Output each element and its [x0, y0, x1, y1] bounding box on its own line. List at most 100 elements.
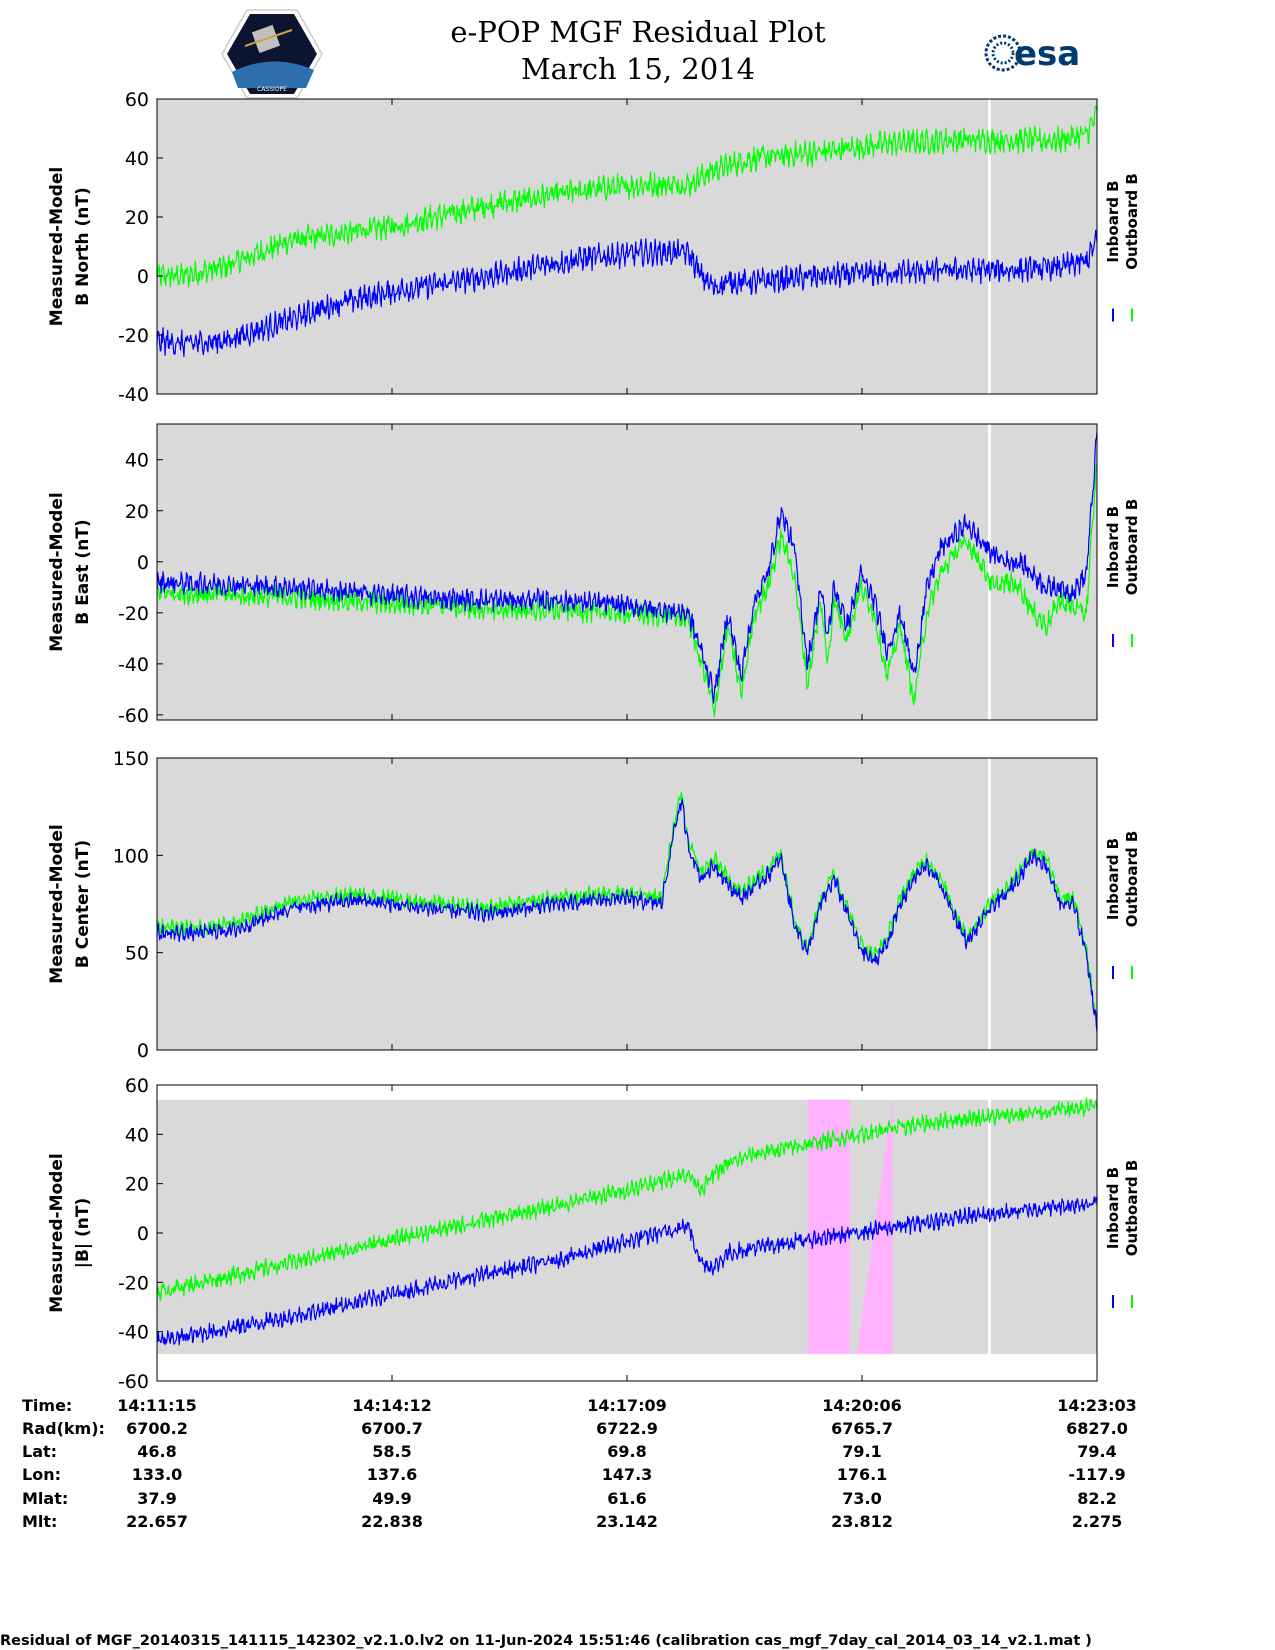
y-axis-label-line1: Measured-Model	[47, 167, 67, 326]
ephemeris-row-label: Rad(km):	[22, 1419, 105, 1438]
y-tick-label: 0	[137, 1223, 149, 1245]
y-tick-label: 60	[125, 1075, 149, 1097]
y-tick-label: 50	[125, 943, 149, 965]
ephemeris-value: 147.3	[602, 1465, 653, 1484]
ephemeris-value: 79.1	[842, 1442, 881, 1461]
y-axis-label-line2: B Center (nT)	[73, 840, 93, 968]
y-tick-label: -40	[118, 654, 149, 676]
series-line-outboard	[156, 105, 1098, 288]
ephemeris-table: Time: Rad(km): Lat: Lon: Mlat: Mlt: 14:11:15 67…	[22, 1396, 1137, 1531]
ephemeris-value: 46.8	[137, 1442, 176, 1461]
legend-inboard-label: Inboard B	[1104, 1167, 1122, 1249]
panel-background	[157, 424, 1097, 720]
x-tick-label: 14:11:15	[117, 1396, 197, 1415]
legend: Inboard B Outboard B	[1104, 831, 1141, 979]
panel-background	[157, 758, 1097, 1050]
chart-title-line1: e-POP MGF Residual Plot	[450, 15, 826, 49]
ephemeris-row-label: Lat:	[22, 1442, 57, 1461]
x-tick-label: 14:17:09	[587, 1396, 667, 1415]
ephemeris-value: 22.657	[126, 1512, 188, 1531]
ephemeris-value: 49.9	[372, 1489, 411, 1508]
chart-title-line2: March 15, 2014	[521, 52, 755, 86]
panel-east: 40 20 0 -20 -40 -60 Measured-Model B East (nT) I…	[47, 423, 1141, 727]
ephemeris-value: 58.5	[372, 1442, 411, 1461]
series-line-inboard	[156, 229, 1098, 358]
ephemeris-value: 6827.0	[1066, 1419, 1128, 1438]
y-tick-label: 40	[125, 1124, 149, 1146]
y-axis-label-line2: B North (nT)	[73, 187, 93, 306]
ephemeris-value: 6765.7	[831, 1419, 893, 1438]
ephemeris-value: 137.6	[367, 1465, 418, 1484]
ephemeris-value: 82.2	[1077, 1489, 1116, 1508]
legend-outboard-label: Outboard B	[1123, 1160, 1141, 1257]
y-axis-label-line1: Measured-Model	[47, 824, 67, 983]
series-line-inboard	[156, 432, 1098, 704]
y-tick-label: 40	[125, 450, 149, 472]
panel-total: 60 40 20 0 -20 -40 -60 Measured-Model |B| (nT) In…	[47, 1075, 1141, 1393]
y-tick-label: -20	[118, 325, 149, 347]
y-tick-label: -20	[118, 1272, 149, 1294]
legend-outboard-label: Outboard B	[1123, 831, 1141, 928]
ephemeris-value: 79.4	[1077, 1442, 1116, 1461]
ephemeris-value: 23.812	[831, 1512, 893, 1531]
x-tick-label: 14:14:12	[352, 1396, 432, 1415]
ephemeris-value: -117.9	[1068, 1465, 1125, 1484]
y-tick-label: 20	[125, 207, 149, 229]
legend-outboard-label: Outboard B	[1123, 173, 1141, 270]
legend-inboard-label: Inboard B	[1104, 506, 1122, 588]
y-tick-label: -60	[118, 705, 149, 727]
ephemeris-value: 2.275	[1072, 1512, 1123, 1531]
y-tick-label: -60	[118, 1371, 149, 1393]
legend-outboard-label: Outboard B	[1123, 499, 1141, 596]
ephemeris-value: 61.6	[607, 1489, 646, 1508]
y-tick-label: 0	[137, 266, 149, 288]
ephemeris-value: 133.0	[132, 1465, 183, 1484]
ephemeris-value: 6700.7	[361, 1419, 423, 1438]
y-axis-label-line1: Measured-Model	[47, 492, 67, 651]
panel-center: 150 100 50 0 Measured-Model B Center (nT) Inbo…	[47, 748, 1141, 1062]
cassiope-logo: CASSIOPE	[221, 9, 323, 99]
y-tick-label: 100	[113, 845, 149, 867]
y-tick-label: -20	[118, 603, 149, 625]
y-axis-label-line2: |B| (nT)	[73, 1198, 93, 1269]
y-tick-label: 20	[125, 1174, 149, 1196]
x-tick-label: 14:20:06	[822, 1396, 902, 1415]
ephemeris-value: 22.838	[361, 1512, 423, 1531]
ephemeris-value: 6722.9	[596, 1419, 658, 1438]
series-line-outboard	[156, 464, 1098, 718]
ephemeris-row-label: Mlat:	[22, 1489, 68, 1508]
ephemeris-value: 73.0	[842, 1489, 881, 1508]
y-tick-label: 0	[137, 552, 149, 574]
y-axis-label-line2: B East (nT)	[73, 519, 93, 624]
panel-north: 60 40 20 0 -20 -40 Measured-Model B North (nT) I…	[47, 89, 1141, 406]
series-line-outboard	[156, 1097, 1098, 1302]
ephemeris-value: 37.9	[137, 1489, 176, 1508]
legend-inboard-label: Inboard B	[1104, 180, 1122, 262]
legend: Inboard B Outboard B	[1104, 173, 1141, 322]
ephemeris-value: 69.8	[607, 1442, 646, 1461]
y-tick-label: 40	[125, 148, 149, 170]
y-axis-label-line1: Measured-Model	[47, 1153, 67, 1312]
y-tick-label: 0	[137, 1040, 149, 1062]
ephemeris-row-label: Mlt:	[22, 1512, 57, 1531]
footer-caption: Residual of MGF_20140315_141115_142302_v…	[0, 1633, 1092, 1649]
legend: Inboard B Outboard B	[1104, 1160, 1141, 1308]
ephemeris-row-label: Time:	[22, 1396, 72, 1415]
x-tick-label: 14:23:03	[1057, 1396, 1137, 1415]
legend-inboard-label: Inboard B	[1104, 838, 1122, 920]
y-tick-label: 150	[113, 748, 149, 770]
ephemeris-value: 176.1	[837, 1465, 888, 1484]
ephemeris-value: 23.142	[596, 1512, 658, 1531]
y-tick-label: -40	[118, 384, 149, 406]
series-line-inboard	[156, 798, 1098, 1032]
y-tick-label: 20	[125, 501, 149, 523]
y-tick-label: -40	[118, 1322, 149, 1344]
esa-logo-text: esa	[1014, 34, 1080, 74]
y-tick-label: 60	[125, 89, 149, 111]
ephemeris-value: 6700.2	[126, 1419, 188, 1438]
series-line-inboard	[156, 1196, 1098, 1346]
legend: Inboard B Outboard B	[1104, 499, 1141, 647]
esa-logo: esa	[984, 34, 1080, 74]
ephemeris-row-label: Lon:	[22, 1465, 61, 1484]
